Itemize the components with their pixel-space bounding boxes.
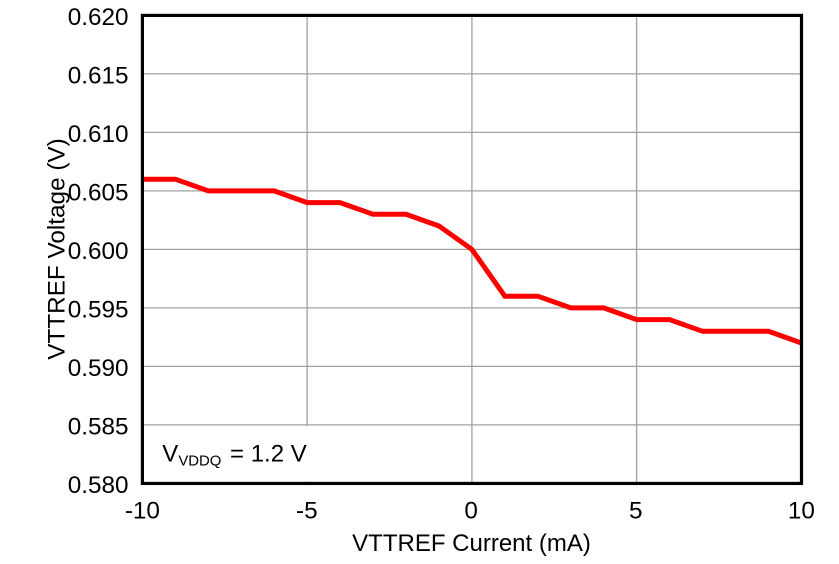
svg-text:0.615: 0.615 (68, 63, 129, 90)
svg-text:VTTREF Current (mA): VTTREF Current (mA) (352, 530, 591, 557)
svg-text:0: 0 (464, 498, 478, 525)
svg-text:0.585: 0.585 (68, 414, 129, 441)
svg-text:-5: -5 (296, 498, 318, 525)
svg-text:-10: -10 (125, 498, 160, 525)
svg-text:5: 5 (629, 498, 643, 525)
svg-text:0.580: 0.580 (68, 472, 129, 499)
svg-text:0.605: 0.605 (68, 180, 129, 207)
svg-text:0.600: 0.600 (68, 238, 129, 265)
svg-text:0.590: 0.590 (68, 355, 129, 382)
svg-text:VTTREF Voltage (V): VTTREF Voltage (V) (43, 138, 70, 359)
svg-text:0.610: 0.610 (68, 121, 129, 148)
svg-text:0.620: 0.620 (68, 4, 129, 31)
svg-text:10: 10 (788, 498, 815, 525)
svg-text:0.595: 0.595 (68, 297, 129, 324)
